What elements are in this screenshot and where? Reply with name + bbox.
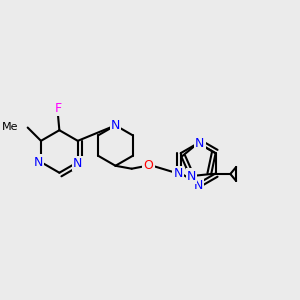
- Text: N: N: [195, 136, 204, 150]
- Text: N: N: [33, 156, 43, 169]
- Text: Me: Me: [2, 122, 19, 132]
- Text: N: N: [194, 179, 203, 192]
- Text: F: F: [54, 102, 61, 115]
- Text: O: O: [144, 159, 154, 172]
- Text: N: N: [73, 157, 83, 170]
- Text: N: N: [111, 119, 120, 132]
- Text: N: N: [187, 170, 196, 183]
- Text: N: N: [174, 167, 183, 180]
